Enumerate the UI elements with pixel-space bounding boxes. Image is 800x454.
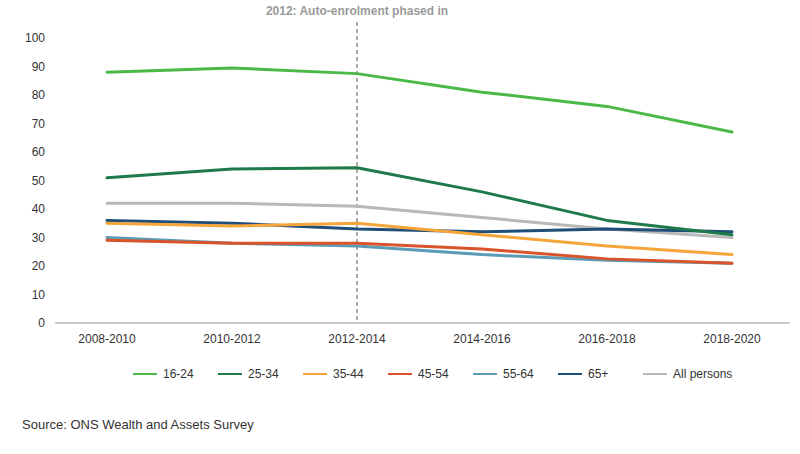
legend-swatch <box>388 373 412 375</box>
x-tick-label: 2012-2014 <box>328 332 386 346</box>
x-axis <box>55 323 790 324</box>
x-tick-label: 2010-2012 <box>203 332 261 346</box>
series-line <box>107 240 732 263</box>
y-tick-label: 90 <box>32 60 46 74</box>
series-line <box>107 203 732 237</box>
y-tick-label: 70 <box>32 117 46 131</box>
y-tick-label: 100 <box>25 31 45 45</box>
legend-label: 55-64 <box>503 367 534 381</box>
annotation-line <box>357 22 358 323</box>
y-tick-label: 50 <box>32 174 46 188</box>
x-tick-label: 2008-2010 <box>78 332 136 346</box>
y-tick-label: 40 <box>32 202 46 216</box>
x-tick-label: 2016-2018 <box>578 332 636 346</box>
legend-label: All persons <box>673 367 732 381</box>
y-tick-label: 20 <box>32 259 46 273</box>
x-tick-label: 2018-2020 <box>703 332 761 346</box>
y-tick-label: 30 <box>32 231 46 245</box>
series-line <box>107 68 732 132</box>
legend-label: 25-34 <box>248 367 279 381</box>
series-line <box>107 223 732 254</box>
legend-swatch <box>133 373 157 375</box>
legend-label: 16-24 <box>163 367 194 381</box>
chart: 0 10 20 30 40 50 60 70 80 90 100 2008-2010 2010-2012… <box>0 0 800 454</box>
legend-swatch <box>218 373 242 375</box>
x-tick-label: 2014-2016 <box>453 332 511 346</box>
y-tick-label: 60 <box>32 145 46 159</box>
legend-label: 35-44 <box>333 367 364 381</box>
legend-swatch <box>473 373 497 375</box>
y-tick-label: 0 <box>38 316 45 330</box>
legend-label: 65+ <box>588 367 608 381</box>
y-tick-label: 80 <box>32 88 46 102</box>
series-group <box>107 68 732 263</box>
legend-label: 45-54 <box>418 367 449 381</box>
annotation-label: 2012: Auto-enrolment phased in <box>266 4 448 18</box>
legend-swatch <box>558 373 582 375</box>
y-tick-label: 10 <box>32 288 46 302</box>
legend-swatch <box>303 373 327 375</box>
legend-swatch <box>643 373 667 375</box>
series-line <box>107 168 732 235</box>
source-note: Source: ONS Wealth and Assets Survey <box>22 417 254 432</box>
series-line <box>107 238 732 264</box>
legend: 16-24 25-34 35-44 45-54 55-64 65+ All persons <box>133 367 732 381</box>
